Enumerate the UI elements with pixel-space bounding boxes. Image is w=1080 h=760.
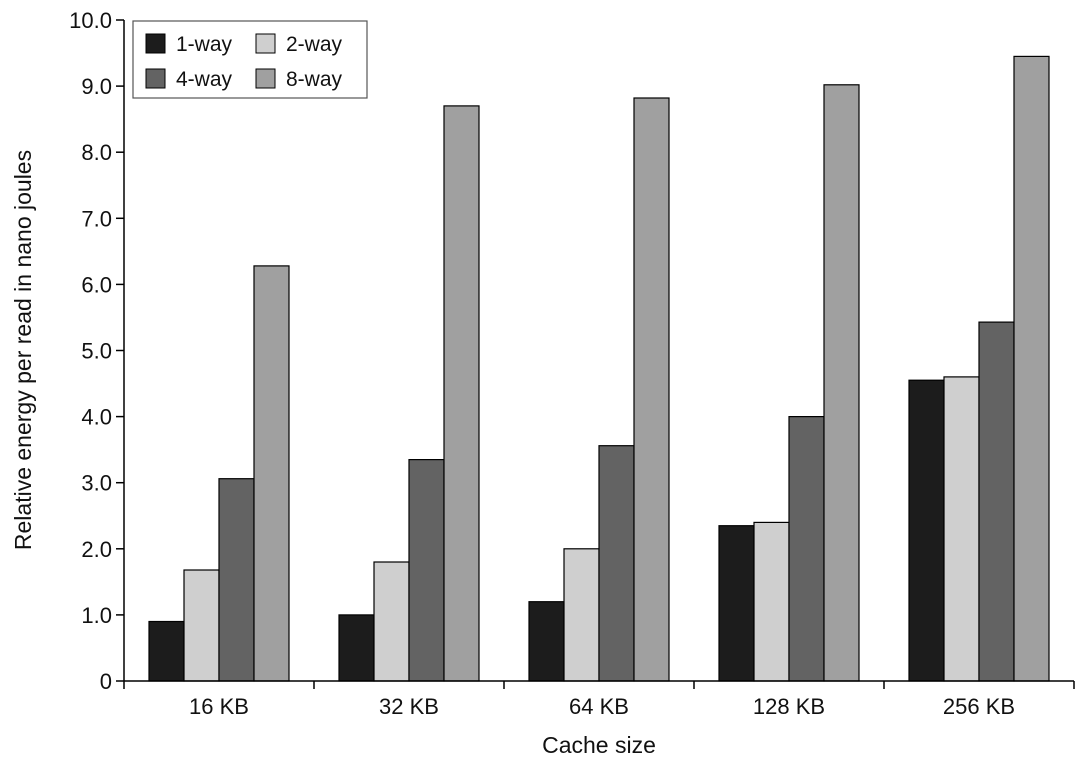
x-tick-label: 16 KB xyxy=(189,694,249,719)
legend: 1-way 2-way 4-way 8-way xyxy=(132,20,368,99)
legend-label-1-way: 1-way xyxy=(176,33,233,56)
bar-4-way-256KB xyxy=(978,321,1015,682)
legend-swatch-1-way xyxy=(145,33,166,54)
bar-1-way-32KB xyxy=(338,614,375,682)
bar-2-way-256KB xyxy=(943,376,980,682)
y-tick-label: 6.0 xyxy=(81,272,112,297)
x-tick-label: 64 KB xyxy=(569,694,629,719)
bar-2-way-64KB xyxy=(563,548,600,682)
legend-swatch-2-way xyxy=(255,33,276,54)
bar-2-way-128KB xyxy=(753,521,790,682)
y-tick-label: 3.0 xyxy=(81,471,112,496)
bar-8-way-64KB xyxy=(633,97,670,682)
x-tick-label: 256 KB xyxy=(943,694,1015,719)
y-tick-label: 5.0 xyxy=(81,339,112,364)
y-tick-label: 0 xyxy=(100,669,112,694)
bar-2-way-16KB xyxy=(183,569,220,682)
x-axis-title: Cache size xyxy=(542,732,656,758)
bar-1-way-128KB xyxy=(718,525,755,682)
bar-4-way-128KB xyxy=(788,416,825,682)
bar-4-way-32KB xyxy=(408,459,445,682)
y-tick-label: 2.0 xyxy=(81,537,112,562)
legend-label-8-way: 8-way xyxy=(286,68,343,91)
bar-1-way-64KB xyxy=(528,601,565,682)
x-tick-label: 128 KB xyxy=(753,694,825,719)
legend-swatch-8-way xyxy=(255,68,276,89)
legend-box xyxy=(132,20,368,99)
y-tick-label: 8.0 xyxy=(81,140,112,165)
x-ticks-group: 16 KB 32 KB 64 KB 128 KB 256 KB xyxy=(123,681,1075,719)
bar-4-way-16KB xyxy=(218,478,255,682)
y-tick-label: 4.0 xyxy=(81,405,112,430)
bar-1-way-16KB xyxy=(148,620,185,682)
y-ticks-group: 0 1.0 2.0 3.0 4.0 5.0 6.0 7.0 8.0 9.0 10.0 xyxy=(69,8,124,694)
bars-group xyxy=(148,55,1050,682)
bar-4-way-64KB xyxy=(598,445,635,682)
bar-2-way-32KB xyxy=(373,561,410,682)
y-tick-label: 10.0 xyxy=(69,8,112,33)
bar-8-way-16KB xyxy=(253,265,290,682)
y-tick-label: 9.0 xyxy=(81,74,112,99)
bar-8-way-256KB xyxy=(1013,55,1050,682)
y-tick-label: 7.0 xyxy=(81,206,112,231)
bar-8-way-128KB xyxy=(823,84,860,682)
bar-8-way-32KB xyxy=(443,105,480,682)
legend-label-4-way: 4-way xyxy=(176,68,233,91)
y-axis-title: Relative energy per read in nano joules xyxy=(10,150,36,550)
legend-swatch-4-way xyxy=(145,68,166,89)
x-tick-label: 32 KB xyxy=(379,694,439,719)
bar-1-way-256KB xyxy=(908,379,945,682)
y-tick-label: 1.0 xyxy=(81,603,112,628)
legend-label-2-way: 2-way xyxy=(286,33,343,56)
